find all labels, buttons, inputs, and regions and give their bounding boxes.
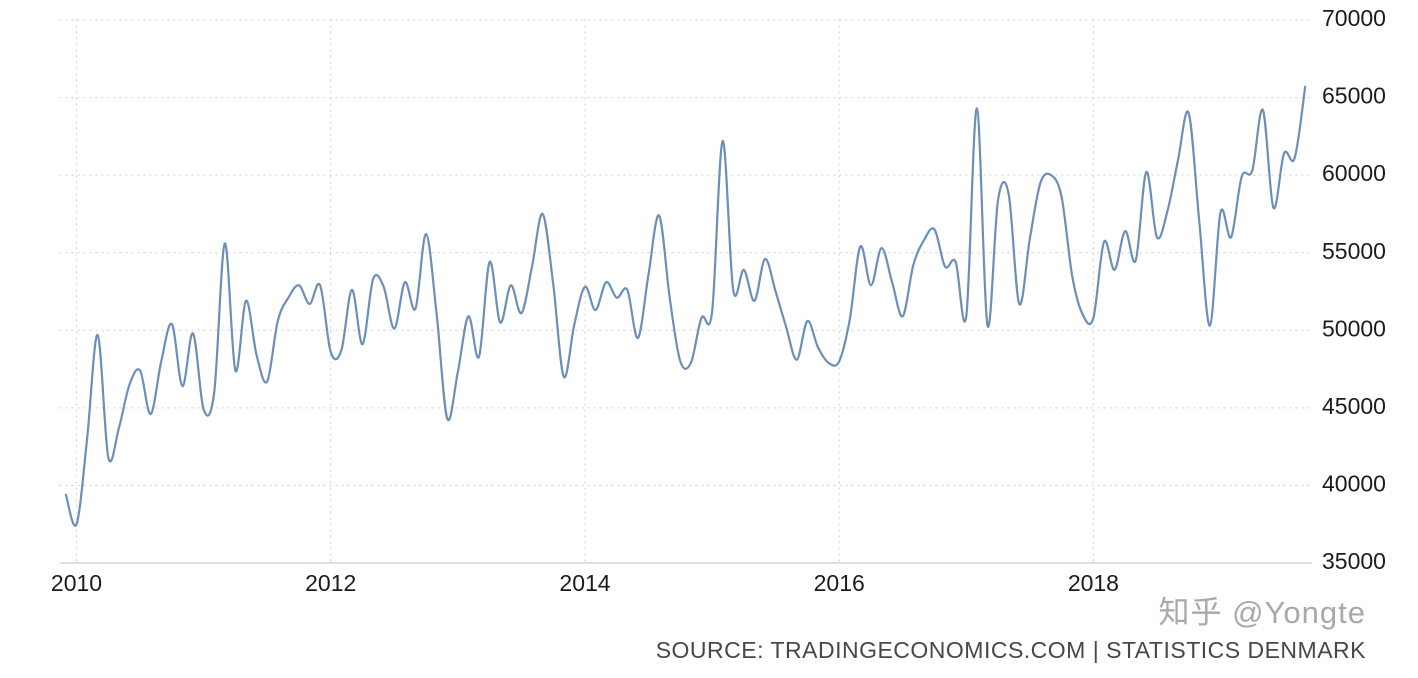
y-tick-label: 65000: [1322, 83, 1386, 109]
y-tick-label: 55000: [1322, 238, 1386, 264]
y-tick-label: 35000: [1322, 548, 1386, 574]
source-credit: SOURCE: TRADINGECONOMICS.COM | STATISTIC…: [655, 637, 1366, 663]
watermark: 知乎 @Yongte: [1158, 595, 1366, 630]
y-tick-label: 40000: [1322, 470, 1386, 496]
x-tick-label: 2010: [51, 570, 102, 596]
y-tick-label: 50000: [1322, 315, 1386, 341]
data-series-line: [64, 85, 1307, 527]
x-tick-label: 2018: [1068, 570, 1119, 596]
x-tick-label: 2012: [305, 570, 356, 596]
x-tick-label: 2014: [559, 570, 610, 596]
x-tick-label: 2016: [814, 570, 865, 596]
y-tick-label: 60000: [1322, 160, 1386, 186]
y-tick-label: 70000: [1322, 5, 1386, 31]
y-tick-label: 45000: [1322, 393, 1386, 419]
